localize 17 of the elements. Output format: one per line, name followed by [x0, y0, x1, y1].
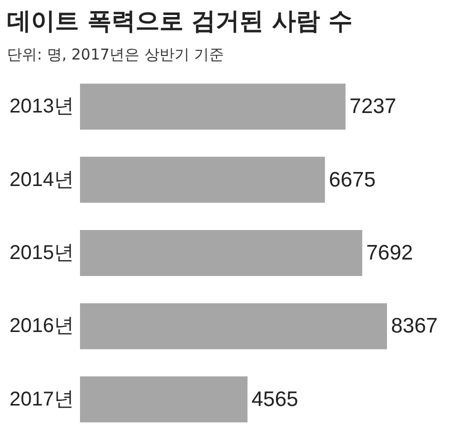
- bar: [80, 376, 248, 422]
- data-label: 6675: [328, 168, 376, 192]
- y-tick-label: 2017년: [10, 388, 74, 410]
- bar: [80, 84, 346, 130]
- data-label: 7692: [366, 242, 413, 264]
- y-tick-label: 2014년: [10, 168, 74, 191]
- y-tick-label: 2016년: [10, 315, 74, 338]
- data-label: 8367: [391, 314, 438, 338]
- chart-subtitle: 단위: 명, 2017년은 상반기 기준: [7, 46, 224, 64]
- y-tick-label: 2013년: [10, 96, 74, 118]
- bar: [80, 230, 362, 276]
- data-label: 7237: [350, 95, 396, 118]
- y-tick-label: 2015년: [10, 242, 74, 264]
- bar: [80, 156, 325, 203]
- data-label: 4565: [252, 388, 298, 411]
- bar: [80, 303, 387, 350]
- chart-title: 데이트 폭력으로 검거된 사람 수: [7, 7, 352, 35]
